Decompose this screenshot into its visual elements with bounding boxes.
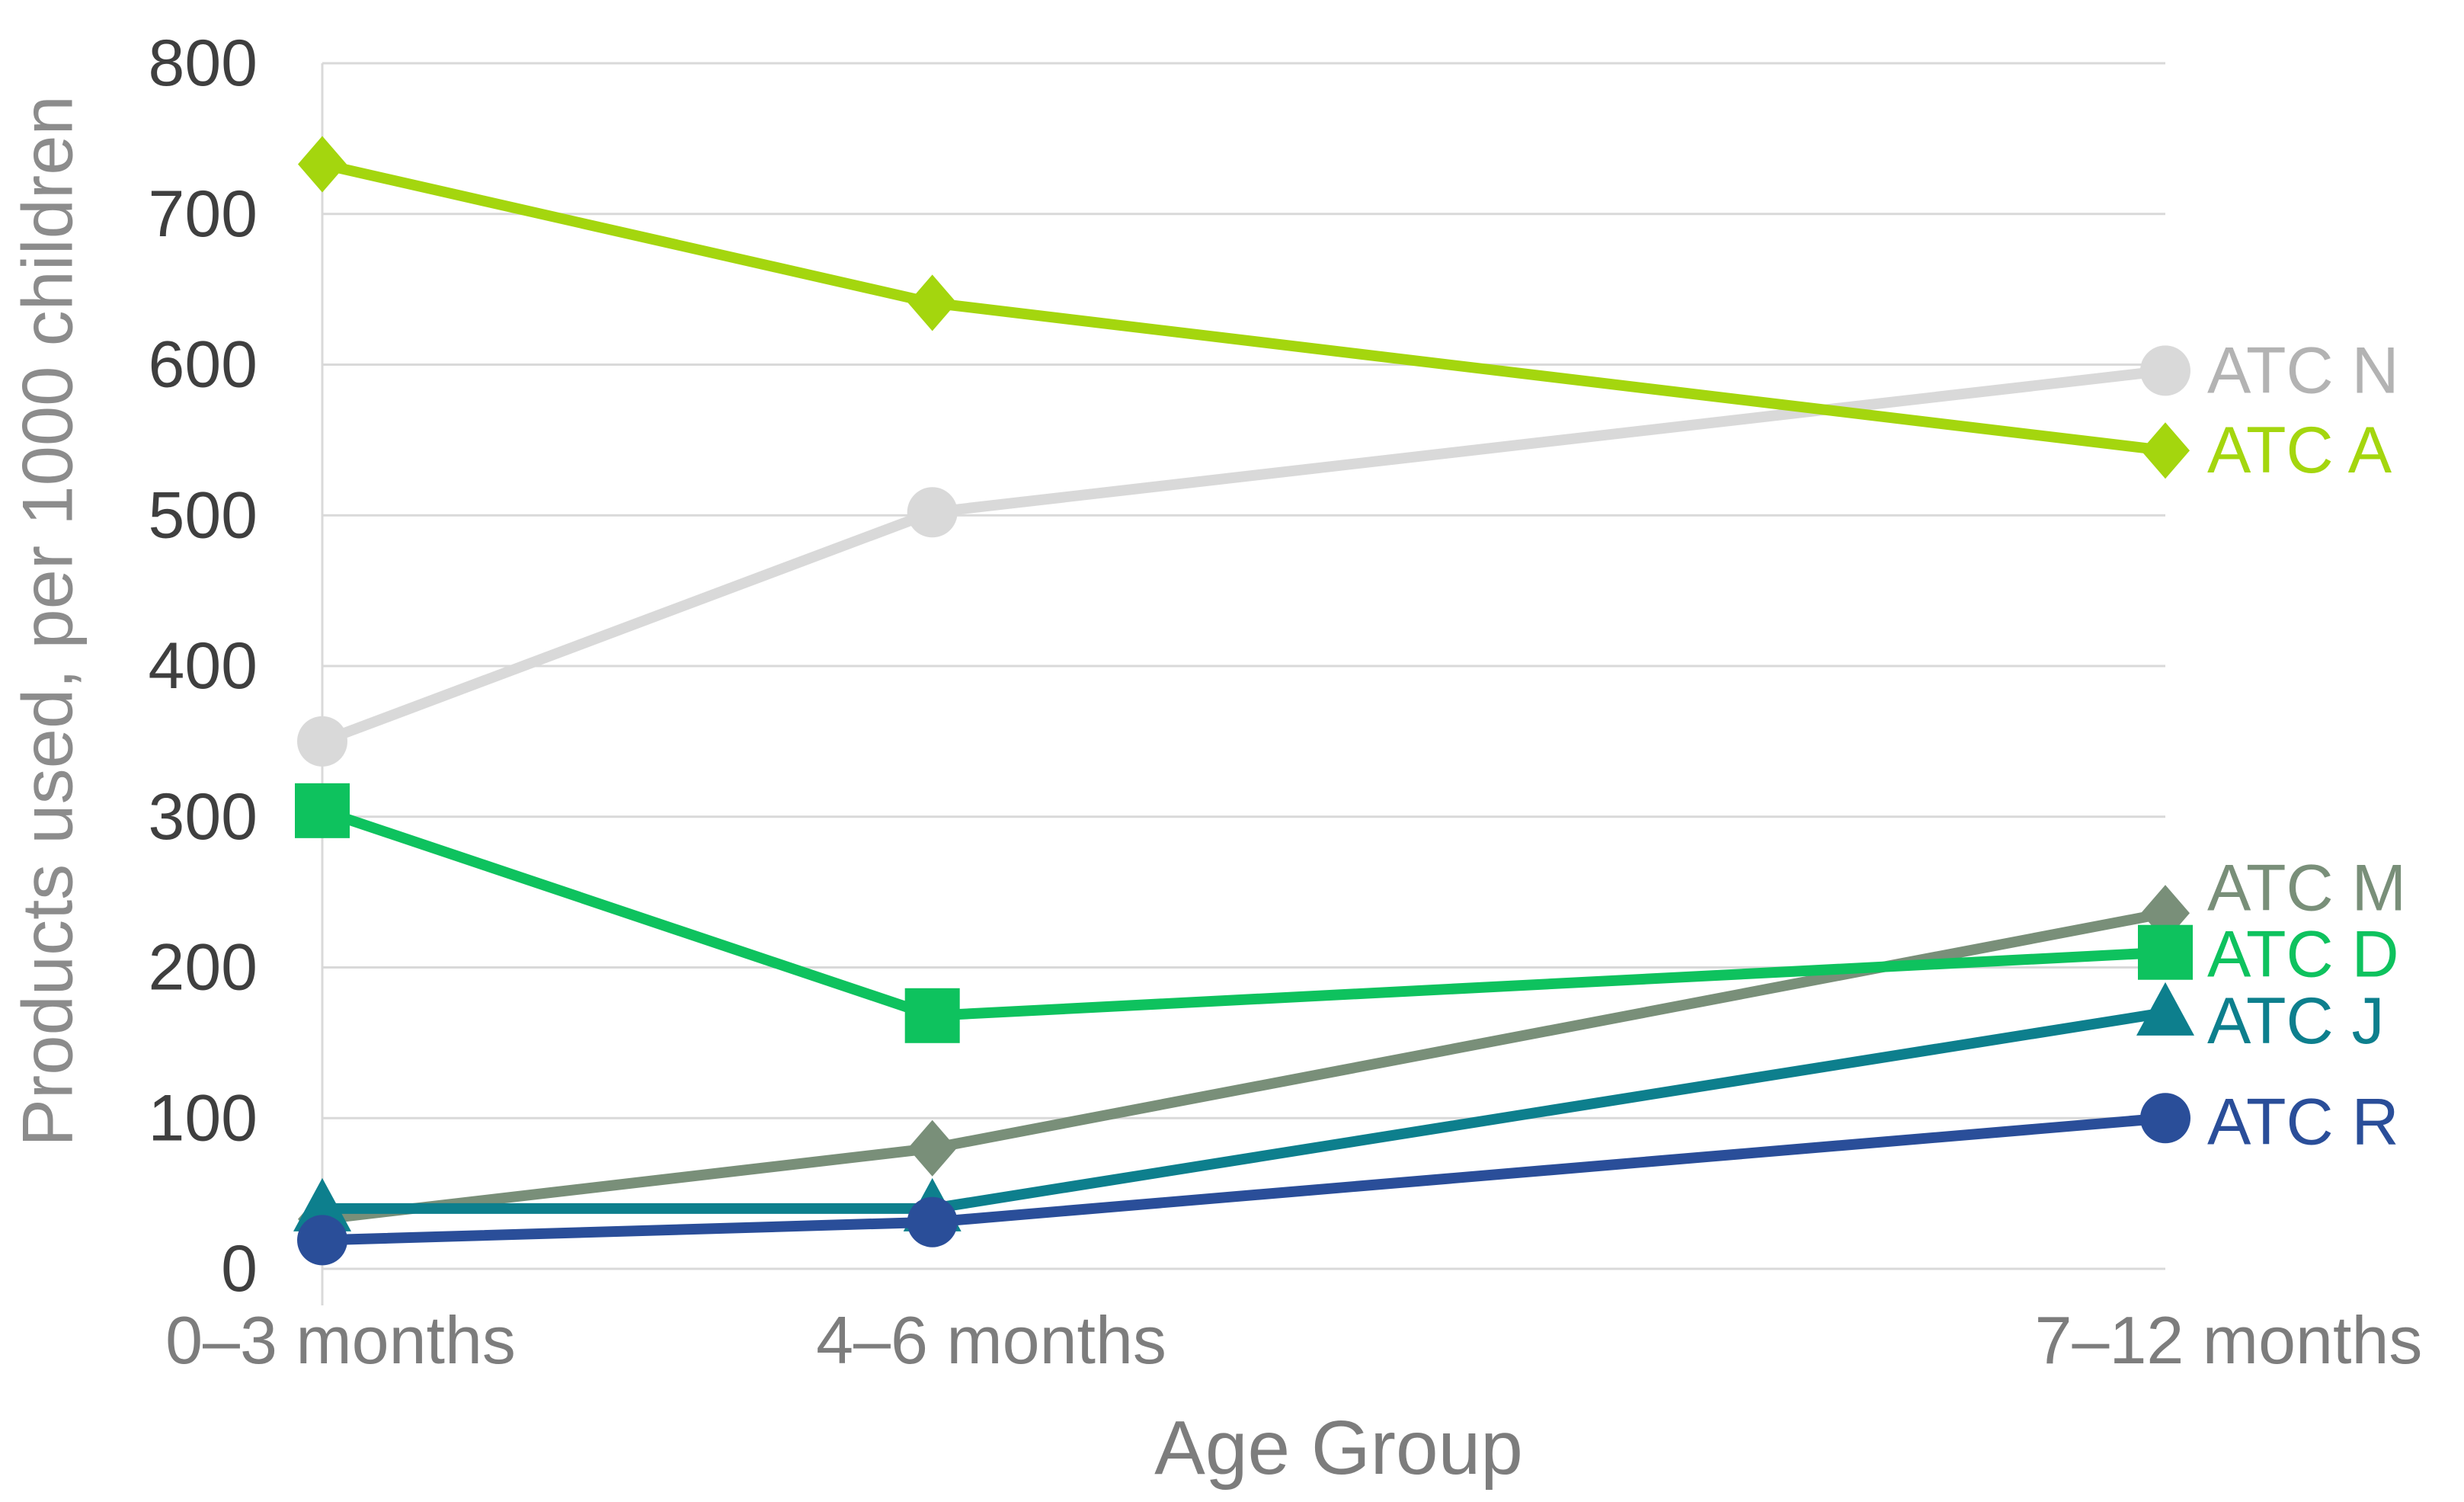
y-tick-label-100: 100 (149, 1081, 258, 1155)
x-category-labels: 0–3 months 4–6 months 7–12 months (165, 1302, 2422, 1378)
y-tick-label-200: 200 (149, 931, 258, 1004)
series-label-atc-m: ATC M (2207, 851, 2406, 924)
series-label-atc-a: ATC A (2207, 414, 2392, 487)
circle-marker-atc-r-2 (2140, 1093, 2190, 1144)
series-line-atc-d (317, 805, 2171, 1021)
diamond-marker-atc-a-0 (298, 136, 347, 193)
triangle-marker-atc-j-2 (2136, 982, 2194, 1036)
series-line-atc-j (317, 1007, 2171, 1214)
x-category-label-0: 0–3 months (165, 1302, 516, 1378)
x-axis-title: Age Group (1154, 1405, 1523, 1491)
circle-marker-atc-r-1 (907, 1196, 958, 1247)
x-category-label-2: 7–12 months (2035, 1302, 2423, 1378)
series-atc-r (297, 1093, 2190, 1266)
circle-marker-atc-n-0 (297, 716, 347, 767)
circle-marker-atc-n-2 (2140, 345, 2190, 396)
series-line-atc-n (317, 365, 2171, 747)
square-marker-atc-d-2 (2138, 924, 2193, 980)
series-label-atc-d: ATC D (2207, 918, 2399, 991)
x-category-label-1: 4–6 months (816, 1302, 1166, 1378)
series-label-atc-r: ATC R (2207, 1085, 2399, 1158)
diamond-marker-atc-a-2 (2141, 422, 2190, 479)
series-line-atc-m (317, 908, 2171, 1225)
y-tick-label-700: 700 (149, 178, 258, 251)
diamond-marker-atc-a-1 (907, 274, 957, 331)
y-tick-label-400: 400 (149, 629, 258, 703)
series-atc-n (297, 345, 2190, 767)
circle-marker-atc-r-0 (297, 1215, 347, 1266)
y-tick-label-300: 300 (149, 780, 258, 853)
square-marker-atc-d-0 (295, 783, 350, 838)
series-label-atc-j: ATC J (2207, 985, 2385, 1058)
triangle-marker-atc-j-0 (293, 1177, 351, 1231)
series-atc-a (298, 136, 2190, 479)
diamond-marker-atc-m-1 (907, 1119, 957, 1177)
y-tick-label-600: 600 (149, 328, 258, 402)
gridlines (322, 62, 2165, 1270)
series-label-atc-n: ATC N (2207, 334, 2399, 407)
y-tick-label-500: 500 (149, 479, 258, 552)
y-tick-label-800: 800 (149, 27, 258, 100)
circle-marker-atc-n-1 (907, 487, 958, 538)
series-lines (293, 136, 2194, 1266)
y-tick-label-0: 0 (221, 1232, 258, 1305)
square-marker-atc-d-1 (904, 988, 960, 1043)
y-axis-title: Products used, per 1000 children (8, 95, 88, 1147)
series-atc-d (295, 783, 2193, 1043)
series-line-atc-r (317, 1113, 2171, 1246)
y-tick-labels: 0 100 200 300 400 500 600 700 800 (149, 27, 258, 1305)
